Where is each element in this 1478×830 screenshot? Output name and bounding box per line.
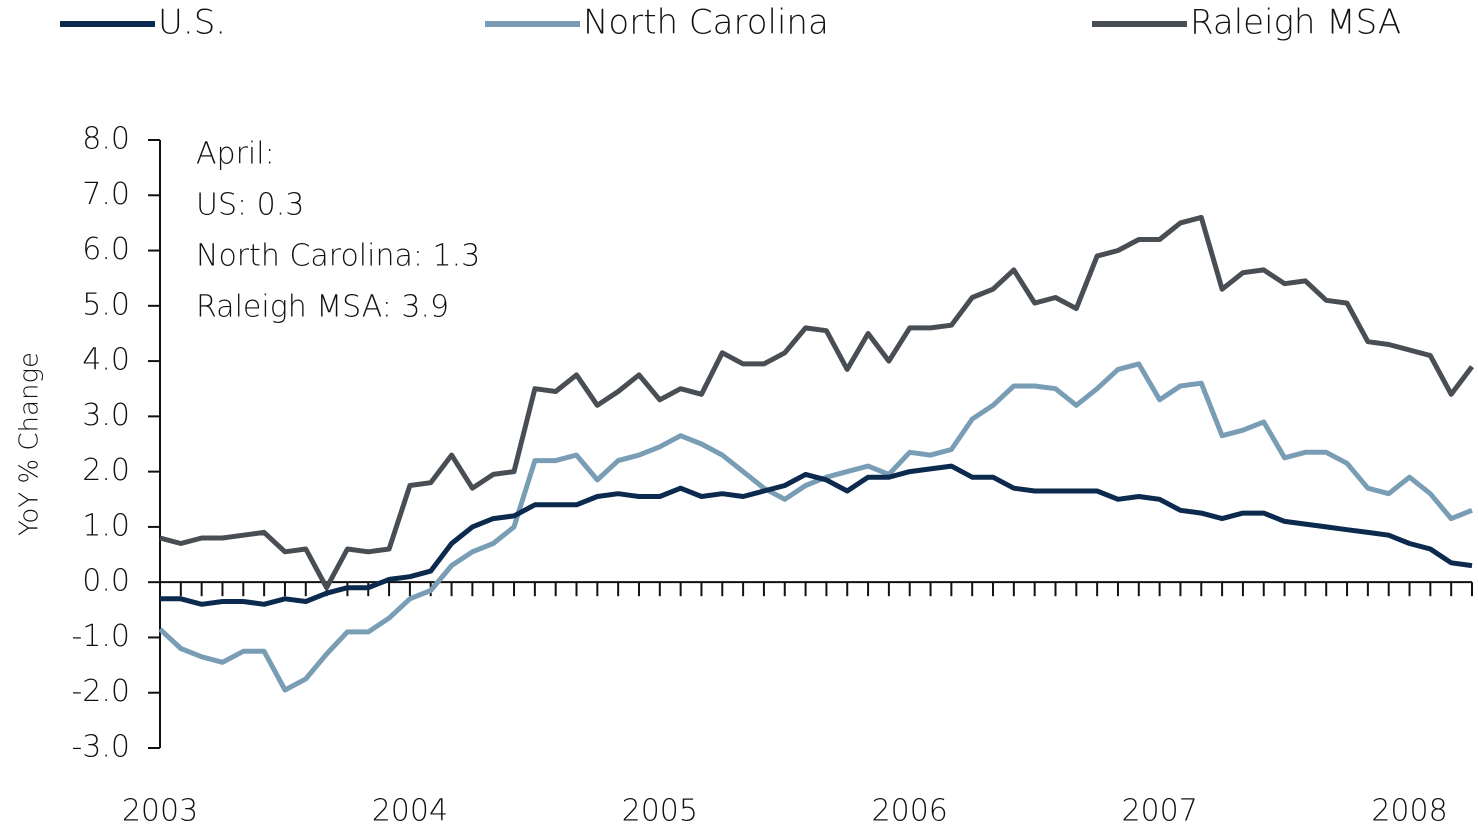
annotation: Raleigh MSA: 3.9 <box>196 290 449 325</box>
x-tick-label: 2003 <box>122 794 198 829</box>
y-axis-label: YoY % Change <box>15 352 45 536</box>
y-tick-label: -2.0 <box>71 674 130 709</box>
y-tick-label: 6.0 <box>82 232 130 267</box>
legend-label: Raleigh MSA <box>1190 3 1401 43</box>
series-line <box>159 214 1474 591</box>
y-tick-label: 2.0 <box>82 453 130 488</box>
x-tick-label: 2005 <box>622 794 698 829</box>
annotation: April: <box>196 137 275 172</box>
annotation: US: 0.3 <box>196 188 304 223</box>
y-tick-label: 5.0 <box>82 287 130 322</box>
x-tick-label: 2004 <box>372 794 448 829</box>
legend-label: U.S. <box>158 3 226 43</box>
x-tick-label: 2006 <box>872 794 948 829</box>
annotation: North Carolina: 1.3 <box>196 239 480 274</box>
y-tick-label: -3.0 <box>71 730 130 765</box>
y-tick-label: 7.0 <box>82 177 130 212</box>
y-tick-label: 8.0 <box>82 122 130 157</box>
y-tick-label: -1.0 <box>71 619 130 654</box>
series-line <box>160 463 1473 607</box>
legend-label: North Carolina <box>583 3 829 43</box>
y-tick-label: 4.0 <box>82 343 130 378</box>
y-tick-label: 3.0 <box>82 398 130 433</box>
series-line <box>158 361 1473 693</box>
x-tick-label: 2008 <box>1371 794 1447 829</box>
y-tick-label: 0.0 <box>82 564 130 599</box>
y-tick-label: 1.0 <box>82 508 130 543</box>
x-tick-label: 2007 <box>1121 794 1197 829</box>
